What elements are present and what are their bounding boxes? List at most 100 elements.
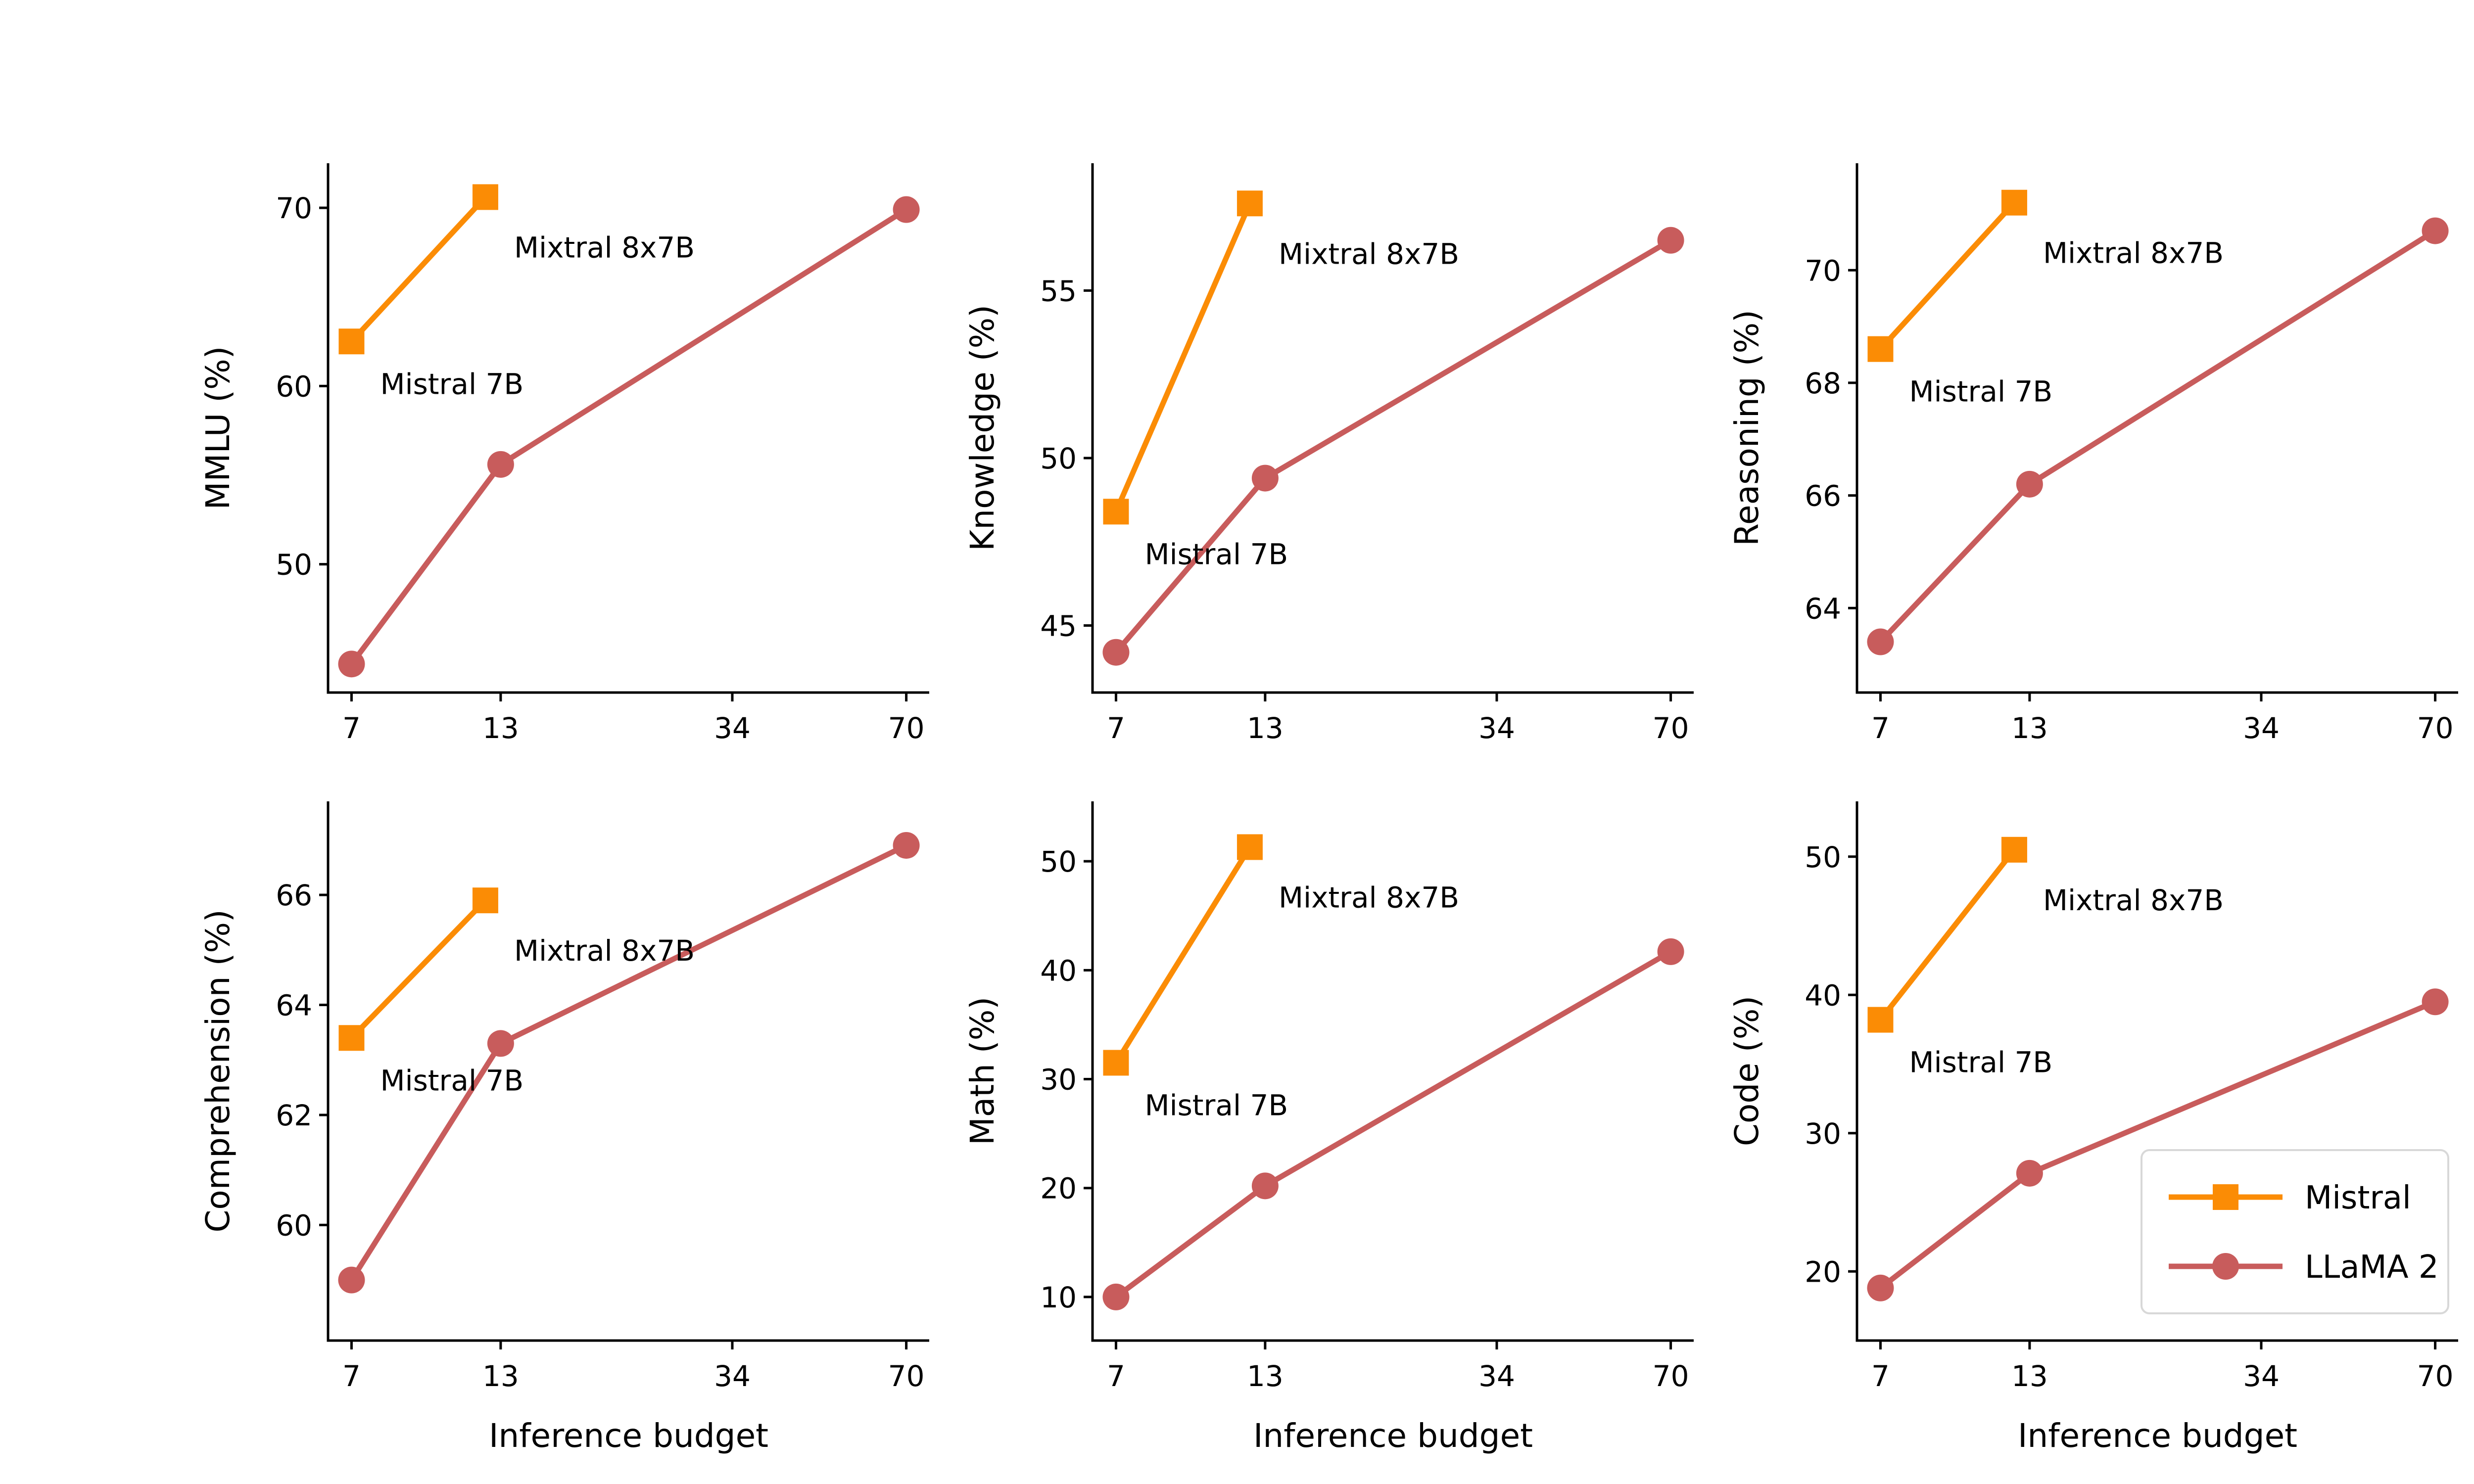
panel-mmlu: 7 13 34 70 50 60 70 MMLU (%) Mixtral 8x7B Mistral…	[182, 143, 947, 767]
knowledge-y-tick-label: 55	[1040, 274, 1077, 308]
code-y-tick-label: 30	[1805, 1117, 1841, 1151]
mmlu-mistral-line	[349, 195, 487, 344]
comprehension-y-axis-label: Comprehension (%)	[199, 909, 237, 1232]
mmlu-llama2-circle-marker	[893, 196, 920, 223]
code-x-tick-label: 13	[2011, 1359, 2048, 1393]
code-llama2-circle-marker	[2016, 1159, 2043, 1187]
comprehension-x-tick-label: 34	[714, 1359, 751, 1393]
comprehension-y-tick-label: 64	[276, 989, 312, 1022]
code-x-tick-label: 70	[2417, 1359, 2454, 1393]
comprehension-x-tick-label: 70	[888, 1359, 925, 1393]
knowledge-x-tick-label: 7	[1107, 711, 1125, 745]
math-y-axis-label: Math (%)	[963, 997, 1001, 1145]
reasoning-x-tick-label: 7	[1871, 711, 1890, 745]
reasoning-mistral-square-marker	[1867, 336, 1894, 362]
math-llama2-circle-marker	[1102, 1283, 1130, 1310]
reasoning-x-tick-label: 70	[2417, 711, 2454, 745]
reasoning-y-tick-label: 64	[1805, 592, 1841, 625]
comprehension-x-tick-label: 13	[482, 1359, 519, 1393]
math-mistral-line	[1113, 845, 1252, 1065]
knowledge-mistral-line	[1113, 202, 1252, 513]
comprehension-y-tick-label: 60	[276, 1208, 312, 1242]
reasoning-llama2-circle-marker	[2016, 470, 2043, 498]
knowledge-x-tick-label: 13	[1247, 711, 1284, 745]
math-y-tick-label: 40	[1040, 954, 1077, 987]
code-mistral-line	[1878, 848, 2017, 1021]
comprehension-llama2-line	[349, 843, 908, 1282]
comprehension-chart: 7 13 34 70 60 62 64 66 Inference budget Comprehen…	[199, 801, 929, 1455]
knowledge-x-tick-label: 34	[1478, 711, 1515, 745]
code-y-tick-label: 20	[1805, 1255, 1841, 1289]
mmlu-annotation: Mixtral 8x7B	[514, 231, 695, 264]
math-y-tick-label: 10	[1040, 1281, 1077, 1314]
math-x-tick-label: 13	[1247, 1359, 1284, 1393]
code-llama2-circle-marker	[2422, 988, 2449, 1016]
reasoning-annotation: Mistral 7B	[1909, 375, 2052, 409]
comprehension-x-axis-label: Inference budget	[489, 1417, 768, 1455]
math-x-tick-label: 70	[1653, 1359, 1689, 1393]
reasoning-x-tick-label: 13	[2011, 711, 2048, 745]
comprehension-llama2-circle-marker	[893, 832, 920, 859]
legend-box	[2141, 1149, 2449, 1314]
mmlu-x-tick-label: 13	[482, 711, 519, 745]
knowledge-y-tick-label: 50	[1040, 442, 1077, 475]
mmlu-y-axis-label: MMLU (%)	[199, 346, 237, 510]
mmlu-x-tick-label: 70	[888, 711, 925, 745]
knowledge-chart: 7 13 34 70 45 50 55 Knowledge (%) Mixtral 8x7B Mi…	[963, 163, 1694, 745]
comprehension-annotation: Mixtral 8x7B	[514, 934, 695, 968]
math-annotation: Mixtral 8x7B	[1279, 881, 1459, 914]
panel-reasoning: 7 13 34 70 64 66 68 70 Reasoning (%) Mixtral 8x7B…	[1711, 143, 2474, 767]
math-llama2-circle-marker	[1251, 1172, 1279, 1200]
mmlu-llama2-circle-marker	[338, 650, 365, 678]
code-x-tick-label: 34	[2243, 1359, 2280, 1393]
panel-knowledge: 7 13 34 70 45 50 55 Knowledge (%) Mixtral 8x7B Mi…	[947, 143, 1711, 767]
code-x-tick-label: 7	[1871, 1359, 1890, 1393]
comprehension-x-tick-label: 7	[342, 1359, 361, 1393]
math-y-tick-label: 20	[1040, 1172, 1077, 1206]
knowledge-annotation: Mistral 7B	[1144, 537, 1288, 571]
reasoning-y-tick-label: 70	[1805, 254, 1841, 287]
mmlu-y-tick-label: 70	[276, 191, 312, 225]
mmlu-mistral-square-marker	[338, 328, 365, 355]
reasoning-y-tick-label: 68	[1805, 367, 1841, 400]
comprehension-mistral-square-marker	[338, 1025, 365, 1051]
comprehension-y-tick-label: 66	[276, 879, 312, 912]
mmlu-x-tick-label: 7	[342, 711, 361, 745]
code-chart: 7 13 34 70 20 30 40 50 Inference budget Code (%) M…	[1728, 801, 2458, 1455]
reasoning-y-axis-label: Reasoning (%)	[1728, 310, 1766, 546]
legend-item-mistral-label: Mistral	[2305, 1180, 2411, 1216]
reasoning-mistral-line	[1878, 200, 2016, 351]
legend-item-llama2-label: LLaMA 2	[2305, 1249, 2439, 1286]
comprehension-annotation: Mistral 7B	[380, 1064, 523, 1097]
math-llama2-circle-marker	[1657, 938, 1684, 965]
reasoning-llama2-line	[1878, 228, 2437, 644]
knowledge-llama2-circle-marker	[1657, 227, 1684, 254]
math-x-axis-label: Inference budget	[1253, 1417, 1533, 1455]
math-mistral-square-marker	[1237, 834, 1263, 860]
code-y-tick-label: 50	[1805, 840, 1841, 874]
reasoning-annotation: Mixtral 8x7B	[2043, 236, 2224, 270]
code-annotation: Mixtral 8x7B	[2043, 883, 2224, 917]
math-mistral-square-marker	[1103, 1050, 1129, 1076]
code-y-tick-label: 40	[1805, 978, 1841, 1012]
mmlu-llama2-circle-marker	[487, 451, 514, 478]
knowledge-annotation: Mixtral 8x7B	[1279, 237, 1459, 271]
code-annotation: Mistral 7B	[1909, 1046, 2052, 1079]
knowledge-llama2-circle-marker	[1251, 464, 1279, 492]
knowledge-y-axis-label: Knowledge (%)	[963, 305, 1001, 551]
comprehension-y-tick-label: 62	[276, 1099, 312, 1132]
knowledge-x-tick-label: 70	[1653, 711, 1689, 745]
legend-item-mistral-square-marker	[2213, 1184, 2238, 1210]
math-llama2-line	[1114, 949, 1672, 1299]
knowledge-llama2-circle-marker	[1102, 639, 1130, 666]
code-mistral-square-marker	[2001, 836, 2027, 863]
knowledge-y-tick-label: 45	[1040, 609, 1077, 643]
mmlu-y-tick-label: 60	[276, 370, 312, 403]
math-annotation: Mistral 7B	[1144, 1088, 1288, 1122]
reasoning-y-tick-label: 66	[1805, 479, 1841, 513]
code-y-axis-label: Code (%)	[1728, 996, 1766, 1146]
comprehension-llama2-circle-marker	[487, 1030, 514, 1057]
mmlu-y-tick-label: 50	[276, 548, 312, 582]
mmlu-llama2-line	[349, 207, 908, 666]
